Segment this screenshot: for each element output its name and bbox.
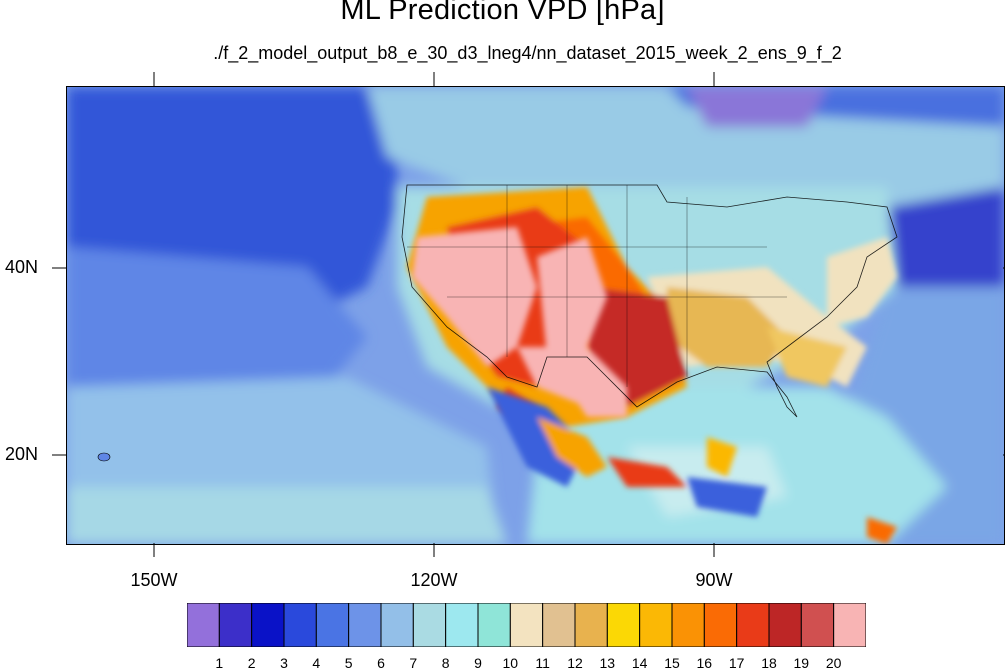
y-tick-label: 20N	[4, 444, 38, 464]
colorbar-label: 19	[793, 655, 810, 671]
colorbar-label: 8	[441, 655, 450, 671]
colorbar-label: 14	[631, 655, 648, 671]
colorbar-label: 6	[377, 655, 385, 671]
colorbar-label: 20	[825, 655, 842, 671]
page-subtitle: ./f_2_model_output_b8_e_30_d3_lneg4/nn_d…	[213, 43, 842, 63]
colorbar-cell	[187, 603, 220, 647]
colorbar-cell	[800, 603, 835, 647]
colorbar-cell	[833, 603, 866, 647]
x-tick-label: 150W	[130, 570, 178, 590]
colorbar-cell	[218, 603, 253, 647]
colorbar-cell	[283, 603, 317, 647]
colorbar-cell	[348, 603, 382, 647]
colorbar-label: 11	[535, 655, 550, 671]
colorbar-cell	[251, 603, 285, 647]
colorbar-label: 3	[280, 655, 288, 671]
colorbar-label: 13	[599, 655, 616, 671]
colorbar-cell	[703, 603, 738, 647]
colorbar-cell	[639, 603, 673, 647]
colorbar-label: 1	[215, 655, 224, 671]
page-title: ML Prediction VPD [hPa]	[340, 0, 665, 26]
colorbar-cell	[542, 603, 576, 647]
colorbar-cell	[671, 603, 705, 647]
colorbar-cell	[412, 603, 447, 647]
colorbar-cell	[606, 603, 641, 647]
colorbar-label: 2	[247, 655, 256, 671]
colorbar-cell	[380, 603, 414, 647]
colorbar-cell	[477, 603, 511, 647]
colorbar-label: 18	[761, 655, 777, 671]
colorbar-cell	[509, 603, 544, 647]
colorbar-label: 4	[312, 655, 321, 671]
colorbar-label: 5	[344, 655, 353, 671]
colorbar-label: 12	[567, 655, 583, 671]
colorbar-label: 7	[409, 655, 418, 671]
colorbar-cell	[574, 603, 608, 647]
x-tick-label: 120W	[410, 570, 458, 590]
colorbar-cell	[768, 603, 802, 647]
x-tick-label: 90W	[695, 570, 733, 590]
colorbar-label: 16	[696, 655, 713, 671]
map-canvas	[67, 87, 1004, 544]
colorbar-label: 17	[728, 655, 745, 671]
colorbar-label: 10	[502, 655, 519, 671]
colorbar-cell	[736, 603, 770, 647]
colorbar-label: 15	[664, 655, 680, 671]
colorbar-cell	[445, 603, 479, 647]
y-tick-label: 40N	[4, 257, 38, 277]
colorbar-cell	[315, 603, 350, 647]
colorbar	[187, 603, 866, 647]
colorbar-label: 9	[474, 655, 482, 671]
vpd-map	[66, 86, 1005, 545]
